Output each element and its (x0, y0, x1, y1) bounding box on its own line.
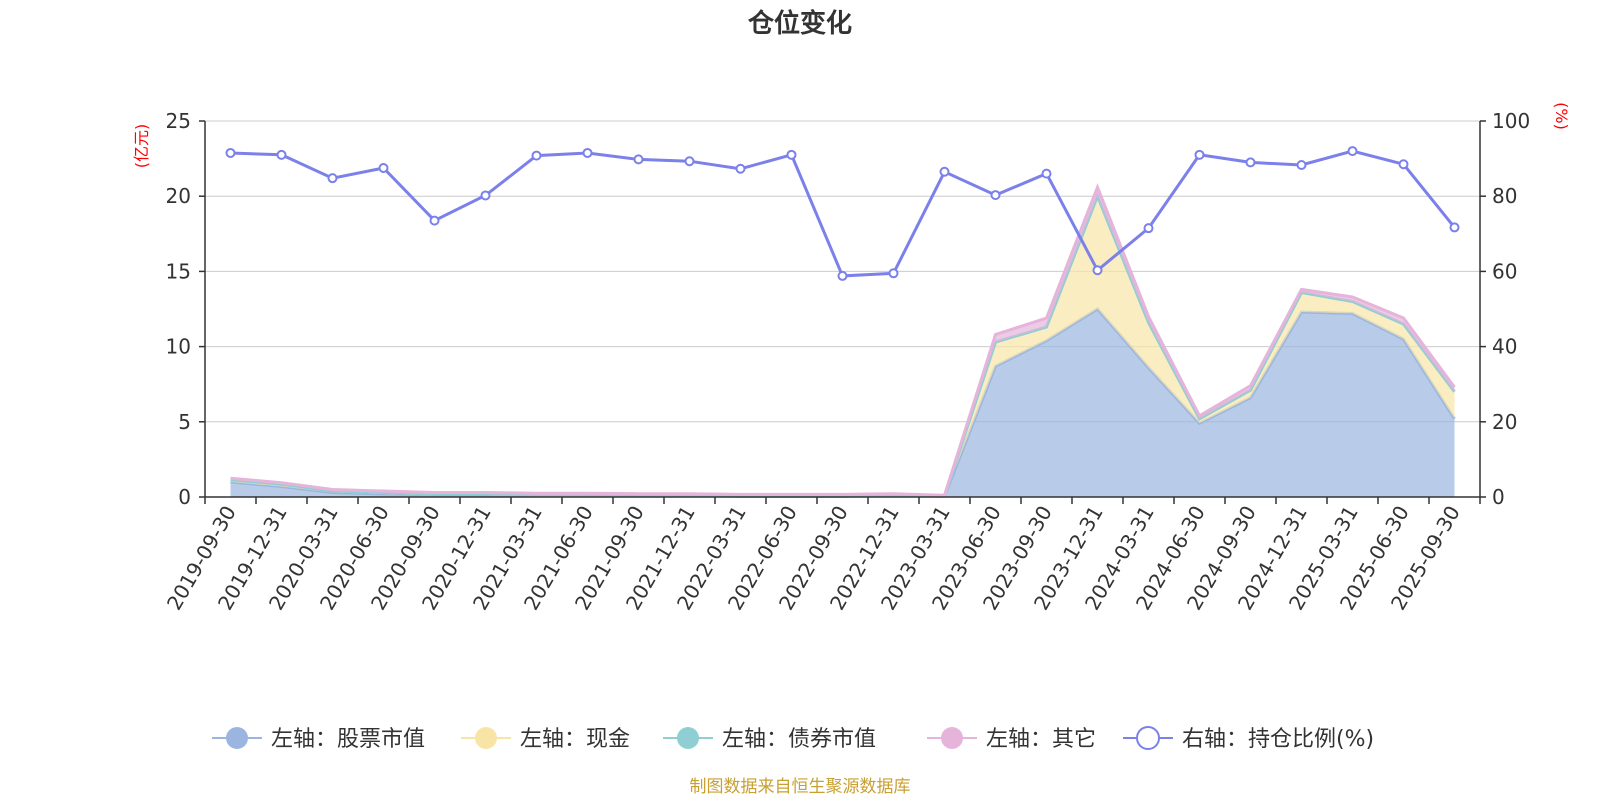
area-series (230, 183, 1456, 498)
legend-marker (226, 727, 248, 749)
line-point (225, 147, 236, 158)
line-右轴：持仓比例(%) (230, 149, 1456, 278)
line-point (1194, 149, 1205, 160)
line-point (786, 149, 797, 160)
left-axis-unit: (亿元) (132, 124, 151, 169)
data-source-note: 制图数据来自恒生聚源数据库 (690, 777, 911, 797)
legend-marker (677, 727, 699, 749)
line-point (1296, 159, 1307, 170)
left-tick-label: 15 (166, 259, 191, 283)
right-tick-label: 0 (1492, 485, 1505, 509)
line-point (837, 270, 848, 281)
right-tick-label: 80 (1492, 184, 1517, 208)
line-series (225, 146, 1460, 281)
right-tick-label: 20 (1492, 410, 1517, 434)
line-point (735, 163, 746, 174)
line-point (327, 173, 338, 184)
line-point (1347, 146, 1358, 157)
legend-marker (941, 727, 963, 749)
line-point (582, 147, 593, 158)
left-tick-label: 25 (166, 109, 191, 133)
area-edge-左轴：其它 (230, 183, 1456, 497)
line-point (1143, 223, 1154, 234)
legend-label: 左轴：其它 (986, 727, 1096, 752)
chart-title: 仓位变化 (747, 8, 852, 39)
left-tick-label: 5 (178, 410, 191, 434)
legend-label: 左轴：债券市值 (722, 727, 876, 752)
legend: 左轴：股票市值 左轴：现金 左轴：债券市值 左轴：其它 右轴：持仓比例(%) (212, 726, 1374, 752)
area-左轴：股票市值 (230, 309, 1455, 497)
legend-item: 左轴：债券市值 (663, 727, 876, 752)
legend-item: 左轴：股票市值 (212, 727, 425, 752)
left-tick-label: 20 (166, 184, 191, 208)
line-point (1398, 159, 1409, 170)
left-tick-label: 10 (166, 335, 191, 359)
line-point (429, 215, 440, 226)
line-point (939, 166, 950, 177)
legend-marker (475, 727, 497, 749)
line-point (480, 190, 491, 201)
right-tick-label: 60 (1492, 259, 1517, 283)
right-tick-label: 100 (1492, 109, 1530, 133)
legend-marker (1136, 726, 1160, 750)
legend-item: 左轴：其它 (927, 727, 1096, 752)
right-tick-label: 40 (1492, 335, 1517, 359)
line-point (684, 156, 695, 167)
legend-label: 右轴：持仓比例(%) (1182, 727, 1374, 752)
line-point (531, 150, 542, 161)
line-point (1092, 265, 1103, 276)
line-point (1245, 157, 1256, 168)
line-point (633, 154, 644, 165)
line-point (1041, 168, 1052, 179)
legend-label: 左轴：现金 (520, 727, 630, 752)
right-axis-unit: (%) (1552, 102, 1571, 130)
left-tick-label: 0 (178, 485, 191, 509)
line-point (276, 149, 287, 160)
line-point (1449, 222, 1460, 233)
legend-label: 左轴：股票市值 (271, 727, 425, 752)
legend-item: 左轴：现金 (461, 727, 630, 752)
line-point (990, 190, 1001, 201)
line-point (888, 268, 899, 279)
line-point (378, 163, 389, 173)
legend-item: 右轴：持仓比例(%) (1123, 726, 1374, 752)
